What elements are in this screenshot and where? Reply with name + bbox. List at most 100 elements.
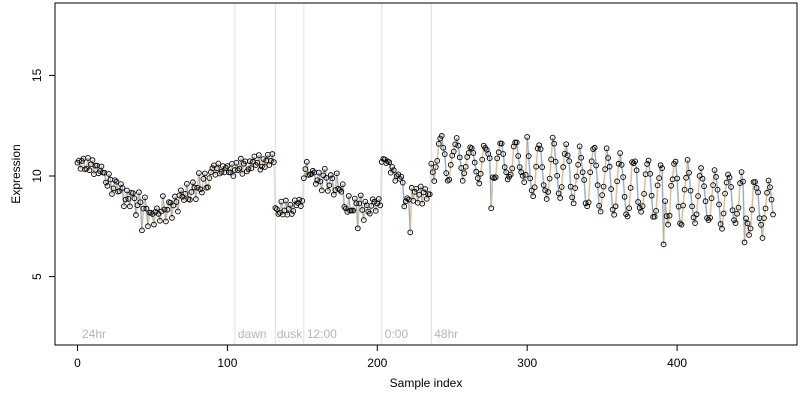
data-point <box>435 140 442 147</box>
data-point <box>738 169 745 175</box>
data-point <box>533 163 540 170</box>
data-point <box>686 169 692 176</box>
series-segment <box>743 218 747 243</box>
data-point <box>767 184 773 191</box>
data-point <box>531 184 538 191</box>
data-point <box>314 177 321 184</box>
data-point <box>558 184 565 190</box>
data-point <box>157 217 163 224</box>
series-segment <box>622 177 626 197</box>
series-segment <box>761 218 765 239</box>
series-segment <box>88 164 92 171</box>
series-segment <box>589 161 593 173</box>
data-point <box>635 199 641 205</box>
series-segment <box>241 163 245 174</box>
series-segment <box>670 179 674 186</box>
data-point <box>543 196 550 202</box>
series-segment <box>582 172 585 181</box>
series-segment <box>520 171 524 176</box>
data-point <box>534 145 541 152</box>
series-segment <box>541 167 545 186</box>
series-segment <box>751 182 755 210</box>
data-point <box>205 184 211 191</box>
series-segment <box>123 199 127 207</box>
data-point <box>245 166 252 173</box>
region-label: dawn <box>238 327 267 341</box>
data-point <box>187 196 193 203</box>
series-segment <box>616 163 620 182</box>
data-point <box>564 152 571 159</box>
data-point <box>768 196 775 203</box>
data-point <box>137 199 144 206</box>
series-segment <box>526 136 530 157</box>
series-segment <box>144 197 148 209</box>
data-point <box>276 209 283 216</box>
data-point <box>615 160 622 167</box>
region-label: 0:00 <box>385 327 409 341</box>
series-segment <box>754 181 758 188</box>
data-point <box>85 155 91 161</box>
data-point <box>557 195 564 201</box>
series-segment <box>430 163 434 173</box>
series-segment <box>567 155 570 162</box>
data-point <box>678 221 685 228</box>
data-point <box>524 134 531 140</box>
data-point <box>98 163 105 170</box>
data-point <box>663 213 670 219</box>
data-point <box>747 225 754 232</box>
data-point <box>434 157 441 164</box>
series-segment <box>601 186 605 196</box>
connecting-lines <box>76 132 774 245</box>
data-point <box>566 158 573 164</box>
data-point <box>591 144 598 151</box>
data-point <box>309 167 316 174</box>
data-point <box>106 171 112 177</box>
data-point <box>197 186 204 193</box>
region-labels: 24hr dawn dusk 12:00 0:00 48hr <box>82 327 458 341</box>
series-segment <box>445 172 449 181</box>
series-segment <box>442 147 446 155</box>
series-segment <box>459 157 462 169</box>
data-point <box>338 188 345 195</box>
data-point <box>728 184 734 190</box>
data-point <box>593 162 599 169</box>
data-point <box>89 157 96 163</box>
series-segment <box>166 202 170 210</box>
data-point <box>398 173 405 180</box>
series-segment <box>286 208 290 215</box>
series-segment <box>315 179 318 185</box>
data-point <box>357 192 364 199</box>
data-point <box>302 166 309 172</box>
series-segment <box>655 185 659 211</box>
data-point <box>188 189 195 195</box>
data-point <box>308 171 315 177</box>
data-point <box>585 199 592 206</box>
y-axis: 5 10 15 <box>30 68 56 280</box>
series-segment <box>577 146 581 165</box>
data-point <box>561 151 568 157</box>
data-point <box>248 165 255 172</box>
data-point <box>711 167 718 173</box>
series-segment <box>484 147 488 151</box>
data-point <box>684 156 691 163</box>
series-segment <box>595 165 599 186</box>
data-point <box>755 189 761 196</box>
data-point <box>732 220 739 226</box>
data-point <box>759 235 766 241</box>
data-point <box>130 190 136 196</box>
data-point <box>618 162 625 168</box>
data-point <box>762 205 769 212</box>
data-point <box>193 196 199 202</box>
series-segment <box>195 187 198 200</box>
series-segment <box>736 207 740 214</box>
series-segment <box>277 212 281 215</box>
series-segment <box>713 169 717 178</box>
data-point <box>657 162 664 169</box>
data-point <box>614 178 620 185</box>
series-segment <box>597 185 600 206</box>
series-segment <box>375 203 378 211</box>
series-segment <box>546 191 549 200</box>
data-point <box>318 187 325 194</box>
data-point <box>390 167 397 174</box>
series-segment <box>697 175 701 197</box>
